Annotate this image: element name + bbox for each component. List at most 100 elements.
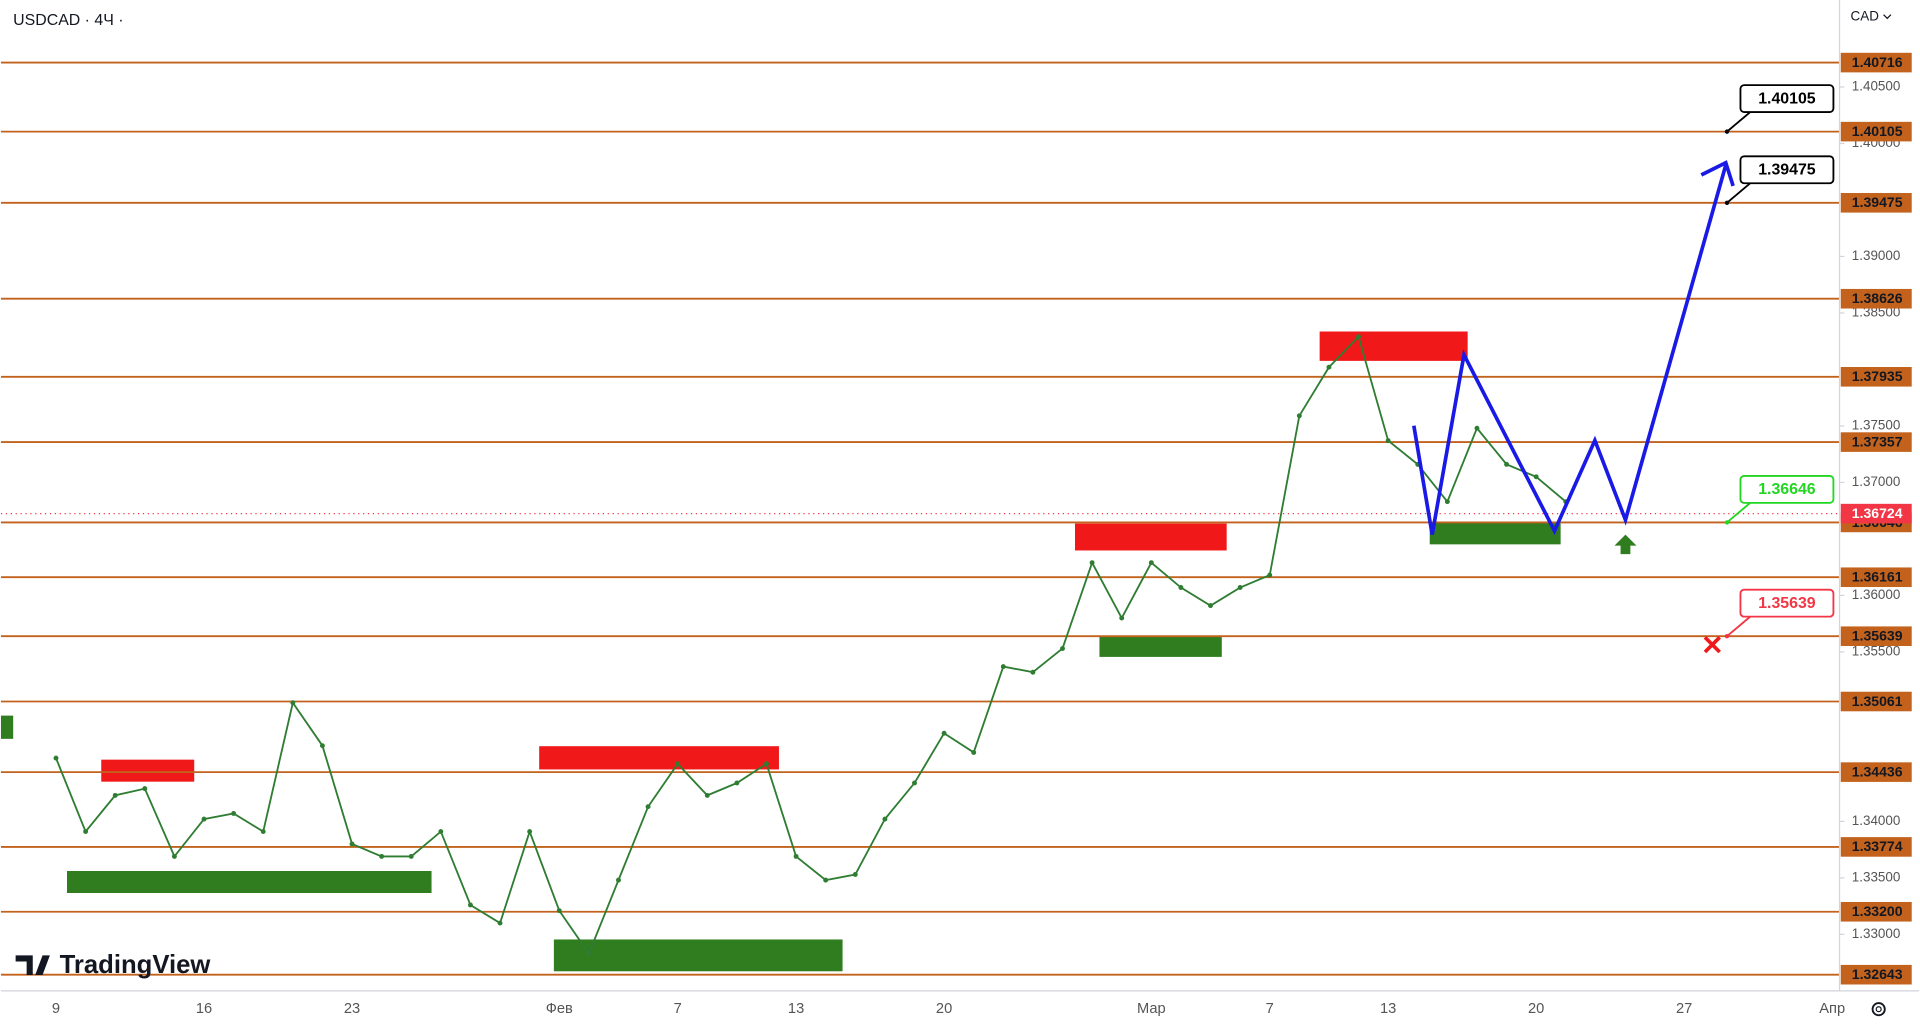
- price-point: [53, 755, 59, 761]
- price-point: [201, 816, 207, 822]
- settings-gear-center[interactable]: [1875, 1006, 1882, 1013]
- price-point: [467, 902, 473, 908]
- x-tick-label: 20: [936, 1001, 952, 1017]
- price-line: [55, 334, 1567, 956]
- demand-zone: [553, 939, 843, 972]
- settings-gear[interactable]: [1871, 1002, 1886, 1017]
- price-point: [1178, 585, 1184, 590]
- price-point: [556, 908, 562, 914]
- price-point: [1296, 413, 1302, 419]
- y-tick-label: 1.37500: [1852, 417, 1901, 432]
- price-point: [704, 792, 710, 798]
- demand-zone: [1099, 636, 1222, 657]
- x-tick-label: Апр: [1819, 1001, 1845, 1017]
- level-tag-label: 1.38626: [1852, 290, 1903, 306]
- level-tag-label: 1.40716: [1852, 54, 1903, 70]
- x-tick-label: 7: [1266, 1001, 1274, 1017]
- price-point: [1237, 585, 1243, 590]
- callout-box: [1739, 155, 1835, 185]
- price-point: [764, 761, 769, 767]
- price-point: [586, 951, 592, 957]
- callouts: 1.40105 1.39475 1.36646 1.35639: [1724, 84, 1835, 639]
- level-tag: [1840, 121, 1912, 142]
- price-point: [497, 920, 503, 926]
- level-tag-label: 1.37935: [1852, 368, 1903, 384]
- supply-zone: [539, 746, 779, 770]
- price-point: [142, 786, 148, 792]
- up-arrow: [1614, 534, 1637, 555]
- callout-box: [1739, 475, 1835, 504]
- callout-pointer: [1726, 502, 1751, 524]
- x-tick-label: 27: [1676, 1001, 1692, 1017]
- price-point: [1089, 560, 1095, 566]
- price-point: [1385, 438, 1391, 444]
- price-point: [645, 804, 651, 810]
- callout-anchor: [1724, 200, 1730, 206]
- demand-zone: [67, 870, 432, 893]
- level-tag: [1840, 626, 1912, 646]
- callout-pointer: [1726, 182, 1751, 204]
- currency-selector[interactable]: CAD: [1851, 9, 1880, 24]
- zones: [0, 331, 1561, 972]
- y-tick-label: 1.33000: [1852, 926, 1901, 941]
- level-tag: [1840, 288, 1912, 309]
- level-tag: [1840, 762, 1912, 782]
- price-point: [882, 816, 888, 822]
- level-tag: [1840, 691, 1912, 712]
- y-tick-label: 1.39000: [1852, 248, 1901, 263]
- price-point: [971, 750, 977, 755]
- last-price-tag: [1840, 503, 1912, 524]
- currency-chevron[interactable]: [1883, 14, 1892, 20]
- x-tick-label: 23: [344, 1001, 360, 1017]
- level-tag-label: 1.32643: [1852, 966, 1903, 982]
- price-point: [1533, 474, 1539, 480]
- callout-box: [1739, 84, 1835, 113]
- callout-anchor: [1724, 129, 1730, 134]
- levels: [0, 61, 1840, 976]
- level-tag-label: 1.36161: [1852, 569, 1903, 585]
- level-tag-label: 1.33774: [1852, 838, 1903, 854]
- y-tick-label: 1.36000: [1852, 587, 1901, 602]
- callout-label: 1.39475: [1758, 162, 1816, 179]
- projection-arrowhead: [1700, 160, 1735, 187]
- x-tick-label: Мар: [1137, 1001, 1166, 1017]
- price-tags: 1.40716 1.40105 1.39475 1.38626 1.37935 1.373…: [1840, 52, 1912, 985]
- x-tick-label: 13: [788, 1001, 804, 1017]
- x-tick-label: 13: [1380, 1001, 1396, 1017]
- price-point: [1474, 425, 1480, 431]
- projection-path: [1412, 164, 1728, 536]
- price-point: [1208, 603, 1213, 609]
- price-point: [734, 780, 740, 786]
- projection: [1412, 160, 1735, 654]
- price-point: [1356, 334, 1361, 340]
- settings-icon[interactable]: [1871, 1002, 1886, 1017]
- level-tag: [1840, 432, 1912, 452]
- price-point: [290, 700, 296, 706]
- price-point: [1444, 499, 1450, 505]
- price-point: [171, 853, 177, 859]
- price-point: [112, 792, 118, 798]
- price-point: [231, 811, 237, 816]
- x-tick-label: 9: [52, 1001, 60, 1017]
- price-point: [1504, 461, 1510, 467]
- level-tag-label: 1.37357: [1852, 433, 1903, 449]
- price-point: [852, 872, 858, 877]
- callout-anchor: [1724, 634, 1730, 639]
- price-point: [675, 761, 681, 767]
- price-point: [1119, 615, 1125, 621]
- level-tag-label: 1.40105: [1852, 123, 1903, 139]
- stop-cross: [1703, 636, 1721, 654]
- x-tick-label: 20: [1528, 1001, 1544, 1017]
- level-tag-label: 1.35061: [1852, 693, 1903, 709]
- level-tag-label: 1.35639: [1852, 628, 1903, 644]
- supply-zone: [101, 759, 195, 782]
- level-tag-label: 1.39475: [1852, 194, 1903, 210]
- price-point: [941, 730, 947, 736]
- supply-zone: [1319, 331, 1468, 361]
- level-tag-label: 1.33200: [1852, 903, 1903, 919]
- price-point: [438, 829, 444, 834]
- callout-box: [1739, 588, 1835, 618]
